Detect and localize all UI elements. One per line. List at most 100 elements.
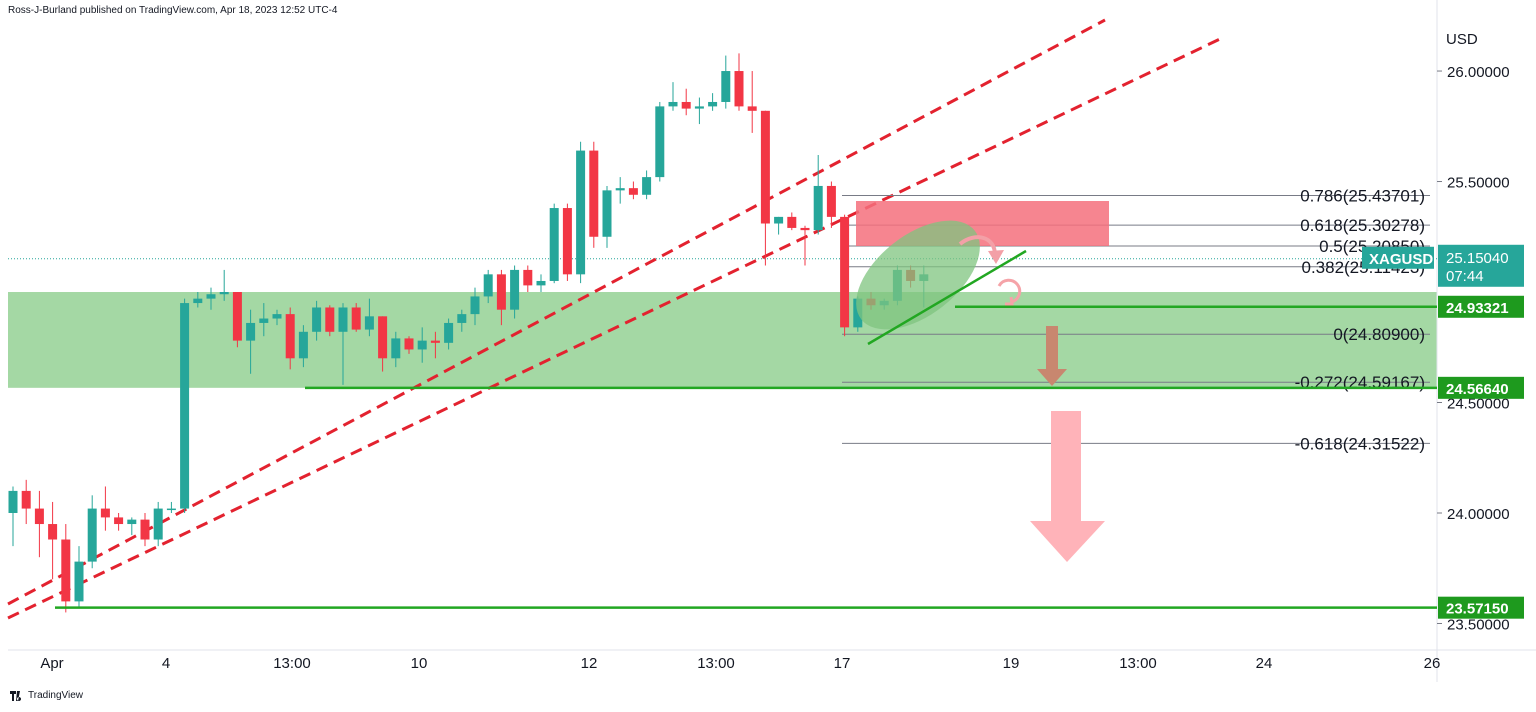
time-tick-label: 13:00 — [273, 655, 311, 672]
small-down-arrow-head-icon — [1037, 369, 1067, 386]
candle-body — [272, 314, 282, 319]
time-tick-label: 4 — [162, 655, 170, 672]
time-tick-label: 26 — [1424, 655, 1441, 672]
support-price-badge — [1438, 295, 1524, 318]
candle-body — [298, 331, 308, 359]
candle-body — [510, 269, 520, 310]
candle-body — [232, 292, 242, 341]
fib-label: 0.618(25.30278) — [1300, 216, 1425, 235]
time-tick-label: 13:00 — [697, 655, 735, 672]
candle-body — [589, 150, 599, 237]
time-tick-label: 12 — [581, 655, 598, 672]
brand-label: TradingView — [28, 690, 84, 701]
grid-layer — [8, 0, 1536, 682]
candle-body — [734, 71, 744, 107]
candle-body — [813, 185, 823, 231]
candle-body — [193, 298, 203, 304]
time-axis: Apr 4 13:00 10 12 13:00 17 19 13:00 24 26 — [40, 655, 1440, 672]
candle-body — [694, 106, 704, 109]
candle-body — [787, 216, 797, 228]
candle-body — [602, 190, 612, 237]
candle-body — [364, 316, 374, 330]
support-price-badge — [1438, 376, 1524, 399]
candle-body — [470, 296, 480, 315]
rising-support-trendline[interactable] — [867, 249, 1027, 346]
candle-body — [312, 307, 322, 332]
candle-body — [166, 508, 176, 511]
support-price-label: 24.56640 — [1446, 381, 1509, 398]
candle-body — [430, 340, 440, 343]
candle-body — [826, 185, 836, 217]
candle-body — [61, 539, 71, 602]
candle-body — [655, 106, 665, 178]
candle-body — [100, 508, 110, 518]
publisher-credit: Ross-J-Burland published on TradingView.… — [8, 5, 338, 16]
candle-body — [285, 314, 295, 359]
candle-body — [496, 274, 506, 310]
candle-body — [668, 101, 678, 107]
candle-body — [483, 274, 493, 297]
candle-body — [523, 269, 533, 286]
candle-body — [800, 227, 810, 231]
time-tick-label: 13:00 — [1119, 655, 1157, 672]
candle-body — [21, 490, 31, 509]
candle-body — [48, 524, 58, 540]
candle-body — [404, 338, 414, 350]
symbol-label: XAGUSD — [1369, 251, 1433, 268]
candle-body — [536, 280, 546, 286]
candle-body — [127, 519, 137, 525]
refresh-icon — [997, 278, 1022, 306]
channel-upper-trendline[interactable] — [7, 18, 1106, 606]
time-tick-label: 17 — [834, 655, 851, 672]
price-tick-label: 26.00000 — [1447, 64, 1510, 81]
candle-body — [114, 517, 124, 525]
trendline-layer — [7, 18, 1223, 620]
annotation-layer — [55, 201, 1437, 609]
consolidation-ellipse — [856, 220, 980, 330]
support-price-label: 23.57150 — [1446, 601, 1509, 618]
candle-body — [681, 101, 691, 109]
candle-body — [708, 101, 718, 107]
candle-body — [8, 490, 18, 513]
fib-label: 0(24.80900) — [1333, 325, 1425, 344]
candle-body — [325, 307, 335, 332]
price-tick-label: 24.50000 — [1447, 396, 1510, 413]
candle-body — [180, 303, 190, 509]
price-tick-label: 23.50000 — [1447, 616, 1510, 633]
time-tick-label: 19 — [1003, 655, 1020, 672]
candle-body — [444, 322, 454, 343]
price-tick-label: 24.00000 — [1447, 506, 1510, 523]
fib-label: -0.272(24.59167) — [1295, 373, 1425, 392]
time-tick-label: 10 — [411, 655, 428, 672]
big-down-arrow-head-icon — [1030, 521, 1105, 562]
candle-body — [760, 110, 770, 224]
support-price-badge — [1438, 596, 1524, 619]
time-tick-label: Apr — [40, 655, 63, 672]
candle-body — [840, 216, 850, 328]
fib-label: -0.618(24.31522) — [1295, 434, 1425, 453]
candle-body — [34, 508, 44, 525]
channel-lower-trendline[interactable] — [7, 36, 1223, 620]
candle-body — [259, 318, 269, 323]
symbol-badge — [1362, 246, 1434, 269]
candle-body — [246, 322, 256, 341]
candle-body — [87, 508, 97, 562]
candle-body — [774, 216, 784, 224]
fib-label: 0.786(25.43701) — [1300, 186, 1425, 205]
candle-body — [417, 340, 427, 350]
candle-body — [378, 316, 388, 359]
candle-body — [642, 177, 652, 195]
curved-arrow-head-icon — [988, 250, 1004, 264]
current-price-badge — [1438, 244, 1524, 287]
tradingview-logo-icon — [10, 690, 22, 701]
currency-label: USD — [1446, 31, 1478, 48]
candle-body — [549, 208, 559, 281]
candle-body — [721, 71, 731, 102]
candle-body — [457, 314, 467, 323]
big-down-arrow-icon — [1051, 411, 1081, 521]
candle-body — [351, 307, 361, 330]
tradingview-brand: TradingView — [10, 690, 83, 701]
price-axis: USD 26.00000 25.50000 24.50000 24.00000 23.50… — [1362, 31, 1524, 633]
